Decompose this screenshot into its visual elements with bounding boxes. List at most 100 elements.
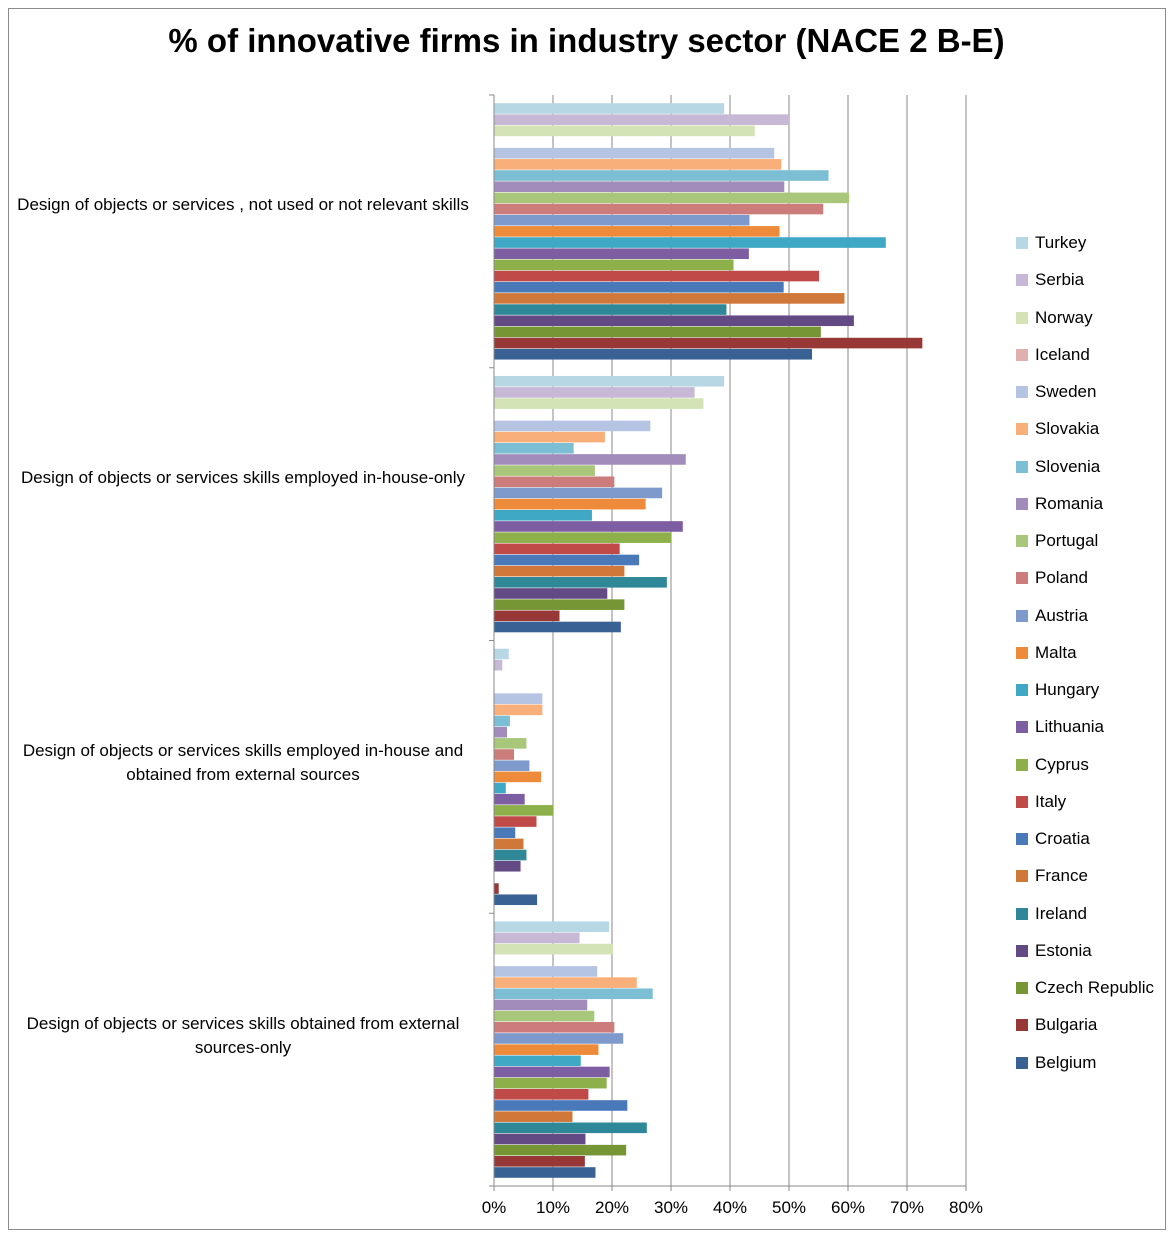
bar (494, 454, 686, 465)
bar (494, 181, 785, 192)
bar (494, 521, 683, 532)
bar (494, 659, 503, 671)
legend-swatch (1016, 721, 1028, 734)
bar (494, 348, 813, 360)
bar (494, 704, 543, 716)
bar (494, 860, 521, 872)
legend-item: Romania (1016, 493, 1103, 515)
bar (494, 715, 510, 727)
x-tick-label: 40% (713, 1198, 747, 1217)
bar (494, 760, 530, 772)
bar (494, 304, 727, 315)
bar (494, 543, 620, 555)
bar (494, 599, 625, 610)
x-tick-label: 0% (482, 1198, 507, 1217)
bar (494, 498, 646, 510)
legend-label: Italy (1035, 791, 1067, 811)
bar (494, 816, 537, 827)
legend-label: Iceland (1035, 344, 1090, 364)
bar (494, 1100, 628, 1111)
legend-item: Croatia (1016, 828, 1090, 850)
bar (494, 805, 553, 816)
legend-swatch (1016, 609, 1028, 622)
x-tick-label: 60% (831, 1198, 865, 1217)
bar (494, 442, 574, 454)
bar (494, 315, 854, 327)
bar (494, 1010, 595, 1022)
category-label: Design of objects or services skills obt… (26, 1013, 460, 1057)
legend-label: Malta (1035, 642, 1077, 662)
bar (494, 782, 506, 794)
legend-label: Austria (1035, 605, 1088, 625)
bar (494, 1111, 573, 1122)
bar (494, 588, 608, 599)
legend-swatch (1016, 795, 1028, 808)
bar (494, 1156, 585, 1167)
bar (494, 103, 725, 114)
bar (494, 270, 820, 282)
legend-item: Turkey (1016, 232, 1086, 254)
legend-label: Poland (1035, 568, 1088, 588)
bar (494, 1066, 610, 1078)
legend-label: Cyprus (1035, 754, 1089, 774)
legend-label: Serbia (1035, 270, 1085, 290)
bar (494, 771, 542, 783)
x-tick-label: 10% (536, 1198, 570, 1217)
bar (494, 883, 499, 894)
bar (494, 532, 672, 543)
legend-label: Norway (1035, 307, 1093, 327)
legend-item: Bulgaria (1016, 1014, 1097, 1036)
bar (494, 509, 592, 521)
bar (494, 1077, 607, 1089)
bar (494, 337, 923, 349)
bar (494, 375, 725, 387)
x-tick-label: 80% (949, 1198, 983, 1217)
legend-item: Slovakia (1016, 418, 1099, 440)
bar (494, 943, 614, 955)
category-label: Design of objects or services skills emp… (20, 468, 466, 488)
bar (494, 921, 610, 933)
bar (494, 838, 524, 850)
legend-label: Bulgaria (1035, 1015, 1098, 1035)
bar (494, 125, 755, 137)
bar (494, 1133, 586, 1145)
bar (494, 1044, 599, 1055)
bar (494, 1055, 581, 1067)
x-tick-label: 20% (595, 1198, 629, 1217)
bar (494, 192, 850, 204)
legend-item: Czech Republic (1016, 977, 1154, 999)
bar (494, 1122, 647, 1134)
bar (494, 1033, 624, 1044)
legend-swatch (1016, 870, 1028, 883)
bar (494, 114, 789, 125)
legend-label: Portugal (1035, 531, 1099, 550)
legend-item: Ireland (1016, 903, 1087, 925)
legend-item: Austria (1016, 605, 1088, 627)
bar (494, 398, 704, 409)
legend-swatch (1016, 423, 1028, 436)
bar (494, 693, 543, 704)
bar (494, 849, 527, 861)
category-label: Design of objects or services , not used… (17, 195, 469, 215)
legend-label: Hungary (1035, 680, 1100, 699)
bar (494, 1089, 589, 1100)
legend-swatch (1016, 1056, 1028, 1069)
legend-label: Lithuania (1035, 717, 1105, 737)
legend-item: Serbia (1016, 269, 1084, 291)
bar (494, 487, 663, 499)
bar (494, 977, 637, 988)
legend-label: France (1035, 866, 1088, 886)
bar (494, 726, 507, 738)
bar (494, 147, 775, 159)
legend-swatch (1016, 572, 1028, 585)
legend-label: Czech Republic (1035, 978, 1155, 997)
category-label: Design of objects or services skills emp… (22, 740, 464, 784)
legend-swatch (1016, 1019, 1028, 1032)
legend-label: Slovenia (1035, 456, 1101, 476)
legend-swatch (1016, 386, 1028, 398)
bar (494, 387, 695, 398)
bar (494, 565, 625, 577)
legend-swatch (1016, 348, 1028, 361)
bar (494, 749, 515, 760)
legend-swatch (1016, 646, 1028, 659)
